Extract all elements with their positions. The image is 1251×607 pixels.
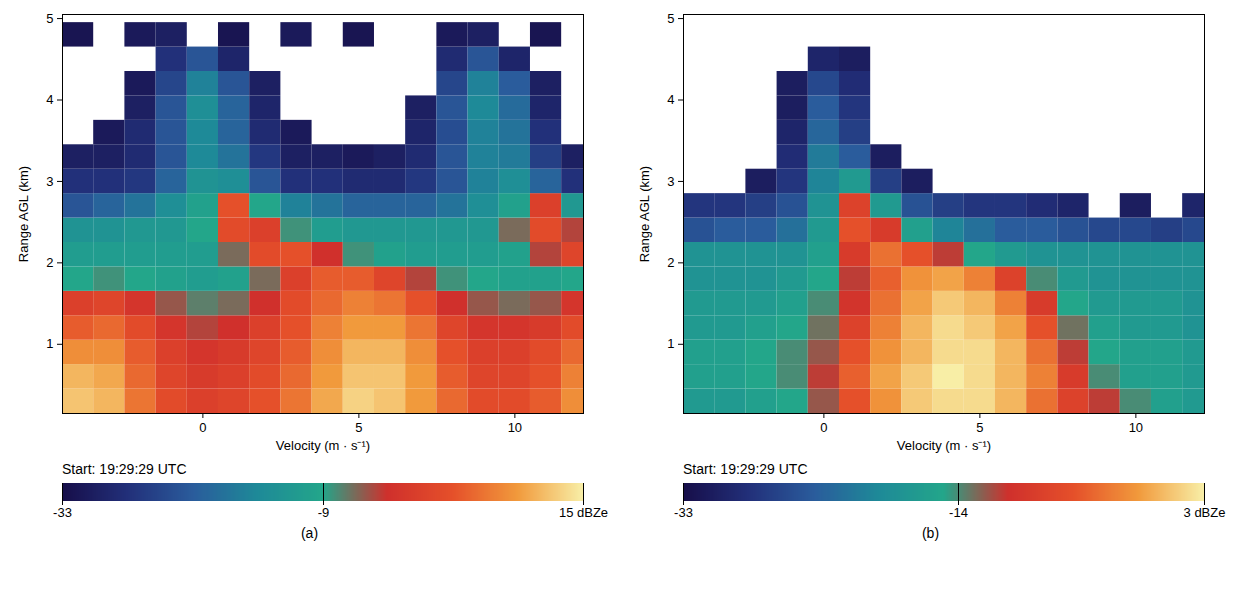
- svg-text:2: 2: [667, 255, 674, 270]
- svg-text:Range AGL (km): Range AGL (km): [16, 166, 31, 262]
- svg-text:1: 1: [46, 336, 53, 351]
- svg-text:3: 3: [667, 174, 674, 189]
- svg-text:Velocity (m · s⁻¹): Velocity (m · s⁻¹): [276, 438, 370, 453]
- svg-text:3 dBZe: 3 dBZe: [1184, 505, 1226, 520]
- svg-text:4: 4: [667, 92, 674, 107]
- svg-text:10: 10: [508, 420, 522, 435]
- html-text:Start: 19:29:29 UTC: Start: 19:29:29 UTC: [62, 461, 187, 477]
- svg-text:5: 5: [355, 420, 362, 435]
- svg-text:2: 2: [46, 255, 53, 270]
- svg-text:5: 5: [667, 11, 674, 26]
- svg-text:1: 1: [667, 336, 674, 351]
- svg-text:15 dBZe: 15 dBZe: [559, 505, 608, 520]
- svg-text:0: 0: [820, 420, 827, 435]
- svg-text:Range AGL (km): Range AGL (km): [637, 166, 652, 262]
- svg-text:-33: -33: [53, 505, 72, 520]
- svg-text:0: 0: [199, 420, 206, 435]
- svg-text:3: 3: [46, 174, 53, 189]
- svg-text:-14: -14: [949, 505, 968, 520]
- svg-text:4: 4: [46, 92, 53, 107]
- html-text:(a): (a): [300, 525, 319, 541]
- svg-text:5: 5: [46, 11, 53, 26]
- svg-text:Velocity (m · s⁻¹): Velocity (m · s⁻¹): [897, 438, 991, 453]
- svg-text:10: 10: [1129, 420, 1143, 435]
- svg-text:-33: -33: [674, 505, 693, 520]
- svg-text:5: 5: [976, 420, 983, 435]
- html-text:Start: 19:29:29 UTC: Start: 19:29:29 UTC: [683, 461, 808, 477]
- html-text:(b): (b): [921, 525, 940, 541]
- svg-text:-9: -9: [318, 505, 330, 520]
